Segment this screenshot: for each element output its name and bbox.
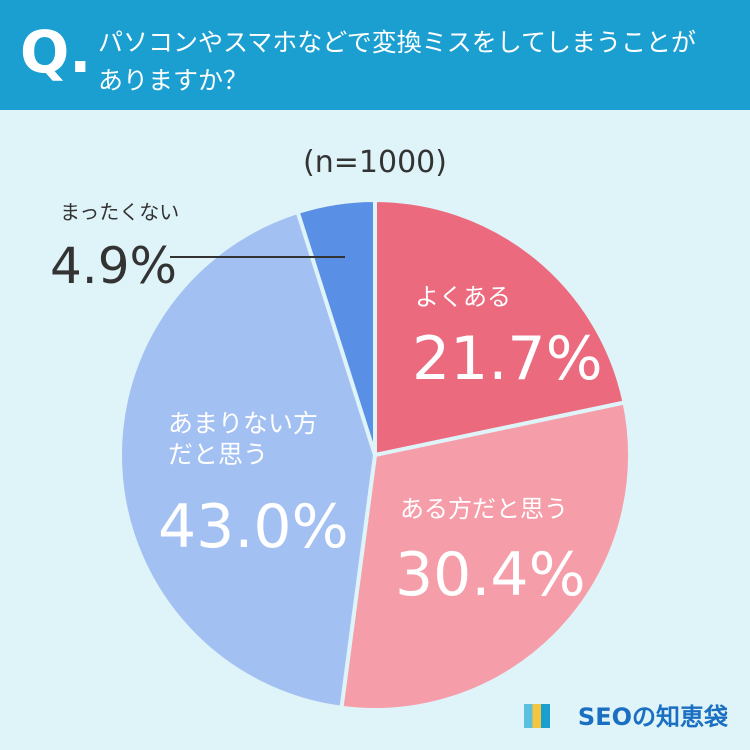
chart-title: パソコンやスマホなどで変換ミスをしてしまうことがありますか？ — [98, 28, 697, 95]
category-label: まったくない — [60, 200, 180, 224]
question-mark: Q. — [20, 18, 92, 86]
pie-slice — [295, 197, 377, 456]
header: Q. パソコンやスマホなどで変換ミスをしてしまうことがありますか？ — [0, 0, 750, 110]
logo-icon — [524, 704, 550, 728]
category-label: よくある — [415, 283, 511, 311]
category-label: あまりない方だと思う — [168, 409, 319, 470]
value-label: 30.4% — [395, 540, 586, 610]
chart-subtitle: (n=1000) — [303, 145, 447, 180]
value-label: 21.7% — [412, 324, 603, 394]
logo: SEOの知恵袋 — [577, 703, 728, 731]
value-label: 43.0% — [158, 492, 349, 562]
category-label: ある方だと思う — [400, 495, 568, 523]
value-label: 4.9% — [50, 237, 178, 295]
pie-slice — [118, 209, 378, 711]
pie-slice — [339, 400, 632, 712]
pie-slice — [373, 197, 627, 458]
